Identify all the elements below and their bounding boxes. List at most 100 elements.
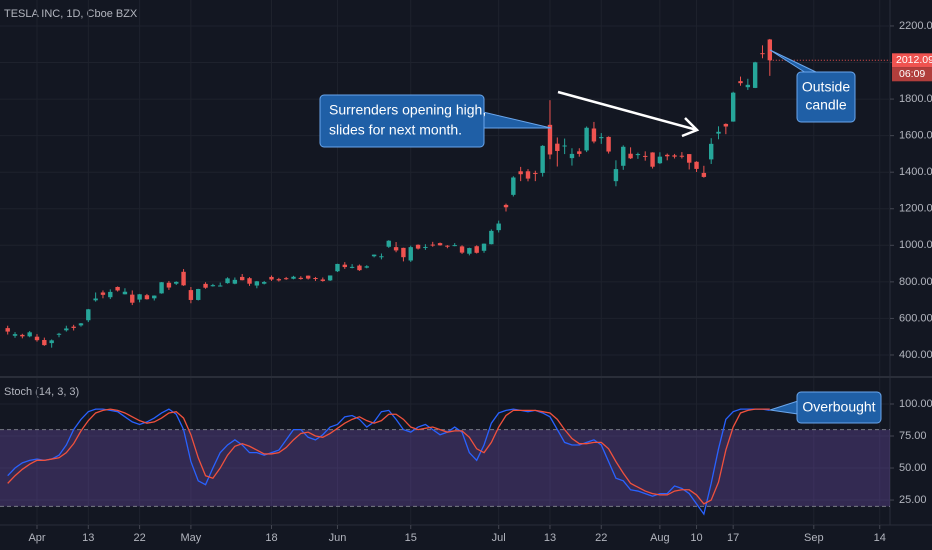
candle-body [5, 328, 10, 332]
candle-body [415, 244, 421, 249]
band-fill [0, 429, 890, 507]
x-tick-label: 17 [727, 532, 739, 544]
candle-body [34, 336, 40, 341]
candle-body [687, 154, 692, 163]
candle-body [489, 230, 494, 245]
candle-body [335, 263, 340, 272]
candle-body [218, 285, 223, 287]
candle-body [577, 151, 582, 154]
candle-body [657, 156, 663, 164]
last-price-label: 2012.09 [896, 54, 932, 66]
x-tick-label: Sep [804, 532, 824, 544]
candle-body [130, 294, 135, 303]
candle-body [188, 290, 194, 300]
candle-body [525, 171, 531, 179]
candle-body [64, 328, 69, 331]
y-tick-label: 1200.00 [899, 203, 932, 215]
candle-body [621, 146, 626, 166]
y-tick-label: 25.00 [899, 494, 927, 506]
candle-body [371, 254, 377, 257]
candle-body [93, 298, 98, 301]
candle-body [349, 266, 355, 268]
candle-body [225, 278, 230, 284]
candle-body [533, 172, 538, 174]
candle-body [767, 39, 773, 61]
x-tick-label: 13 [544, 532, 556, 544]
candle-body [166, 282, 172, 288]
y-tick-label: 1600.00 [899, 130, 932, 142]
candle-body [730, 92, 736, 122]
x-tick-label: 13 [82, 532, 94, 544]
y-tick-label: 1400.00 [899, 166, 932, 178]
annotation: Surrenders opening high, [329, 102, 486, 118]
candle-body [27, 332, 32, 337]
candle-body [386, 240, 391, 247]
y-tick-label: 100.00 [899, 398, 932, 410]
arrow-head [681, 117, 700, 138]
candle-body [437, 243, 443, 246]
x-tick-label: May [181, 532, 202, 544]
candle-body [679, 155, 685, 157]
candle-body [122, 291, 128, 295]
candle-body [159, 282, 164, 294]
candle-body [100, 292, 106, 295]
candle-body [108, 291, 113, 298]
callout-box [319, 94, 485, 148]
x-tick-label: 14 [874, 532, 886, 544]
candle-body [672, 155, 677, 157]
candle-body [401, 247, 406, 258]
candle-body [408, 247, 413, 261]
y-tick-label: 800.00 [899, 276, 932, 288]
candle-body [49, 340, 54, 344]
candle-body [56, 333, 62, 335]
candle-body [452, 245, 457, 247]
candle-body [203, 283, 208, 288]
indicator-title: Stoch (14, 3, 3) [4, 386, 79, 398]
candle-body [20, 334, 25, 337]
candle-body [305, 275, 311, 279]
candle-body [555, 143, 560, 151]
candle-body [247, 278, 252, 284]
candle-body [327, 275, 333, 281]
candle-body [650, 152, 655, 167]
x-tick-label: Apr [28, 532, 45, 544]
y-tick-label: 75.00 [899, 430, 927, 442]
x-tick-label: 10 [690, 532, 702, 544]
candle-body [503, 204, 509, 208]
y-tick-label: 2200.00 [899, 20, 932, 32]
candle-body [716, 131, 721, 134]
candle-body [701, 172, 707, 177]
countdown-label: 06:09 [899, 68, 925, 80]
candle-body [459, 246, 465, 253]
chart-title: TESLA INC, 1D, Cboe BZX [4, 8, 138, 20]
annotation: candle [805, 97, 846, 113]
candle-body [283, 278, 289, 280]
stoch-line [7, 408, 770, 516]
annotation: slides for next month. [329, 122, 462, 138]
y-tick-label: 1000.00 [899, 239, 932, 251]
candle-body [474, 246, 479, 253]
candle-body [232, 279, 238, 284]
x-tick-label: 22 [133, 532, 145, 544]
candle-body [518, 171, 523, 175]
candle-body [261, 282, 267, 284]
y-tick-label: 1800.00 [899, 93, 932, 105]
candle-body [254, 281, 260, 286]
candle-body [144, 295, 150, 300]
candle-body [760, 53, 765, 55]
candle-body [606, 136, 611, 152]
candle-body [665, 154, 670, 157]
candle-body [591, 128, 597, 142]
candle-body [152, 295, 157, 299]
candle-body [723, 123, 729, 127]
candle-body [752, 62, 758, 88]
candle-body [298, 277, 304, 279]
candle-body [313, 278, 318, 280]
x-tick-label: 18 [265, 532, 277, 544]
candle-body [291, 276, 296, 279]
candle-body [364, 266, 369, 268]
candle-body [694, 161, 699, 169]
